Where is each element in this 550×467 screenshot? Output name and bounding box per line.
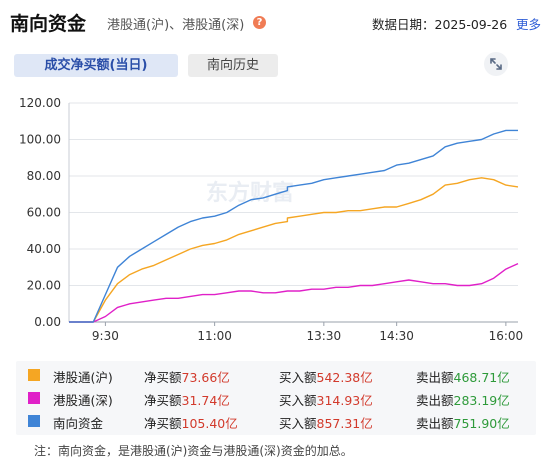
legend-swatch — [28, 392, 40, 404]
legend-name: 南向资金 — [53, 416, 104, 431]
y-tick-label: 20.00 — [27, 279, 61, 293]
y-tick-label: 80.00 — [27, 169, 61, 183]
buy-label: 买入额 — [279, 370, 317, 385]
legend-sell: 卖出额283.19亿 — [416, 390, 510, 409]
legend-name: 港股通(深) — [53, 393, 113, 408]
net-value: 31.74亿 — [181, 393, 230, 408]
more-link[interactable]: 更多 — [516, 17, 542, 32]
tab-history[interactable]: 南向历史 — [188, 54, 278, 77]
series-line — [69, 177, 519, 323]
sell-value: 751.90亿 — [453, 416, 510, 431]
y-tick-label: 60.00 — [27, 206, 61, 220]
legend-net: 净买额105.40亿 — [144, 413, 238, 432]
buy-value: 314.93亿 — [316, 393, 373, 408]
legend-net: 净买额31.74亿 — [144, 390, 230, 409]
legend-buy: 买入额857.31亿 — [279, 413, 373, 432]
question-icon[interactable]: ? — [253, 16, 266, 29]
net-label: 净买额 — [144, 416, 182, 431]
legend-name: 港股通(沪) — [53, 370, 113, 385]
legend-sell: 卖出额751.90亿 — [416, 413, 510, 432]
header: 南向资金 港股通(沪)、港股通(深) ? 数据日期：2025-09-26 更多 — [0, 0, 550, 46]
date-value: 2025-09-26 — [434, 17, 508, 32]
net-label: 净买额 — [144, 393, 182, 408]
buy-value: 542.38亿 — [316, 370, 373, 385]
sell-label: 卖出额 — [416, 393, 454, 408]
x-tick-label: 13:30 — [307, 329, 342, 343]
legend-buy: 买入额542.38亿 — [279, 367, 373, 386]
sell-value: 468.71亿 — [453, 370, 510, 385]
buy-label: 买入额 — [279, 393, 317, 408]
tab-net-buy-today[interactable]: 成交净买额(当日) — [14, 54, 178, 77]
series-line — [69, 129, 518, 323]
series-line — [69, 262, 519, 323]
buy-label: 买入额 — [279, 416, 317, 431]
date-label: 数据日期： — [372, 17, 435, 32]
legend-row: 港股通(沪) 净买额73.66亿 买入额542.38亿 卖出额468.71亿 — [16, 364, 536, 386]
legend-swatch — [28, 369, 40, 381]
buy-value: 857.31亿 — [316, 416, 373, 431]
legend-table: 港股通(沪) 净买额73.66亿 买入额542.38亿 卖出额468.71亿 港… — [16, 361, 536, 435]
expand-icon[interactable] — [484, 52, 508, 76]
x-tick-label: 11:00 — [197, 329, 232, 343]
y-tick-label: 40.00 — [27, 242, 61, 256]
y-tick-label: 0.00 — [34, 315, 61, 329]
sell-value: 283.19亿 — [453, 393, 510, 408]
net-buy-chart: 0.00 20.00 40.00 60.00 80.00 100.00 120.00 9:3… — [19, 96, 524, 343]
date-display: 数据日期：2025-09-26 — [372, 14, 507, 33]
legend-net: 净买额73.66亿 — [144, 367, 230, 386]
footnote: 注：南向资金，是港股通(沪)资金与港股通(深)资金的加总。 — [34, 444, 353, 458]
legend-row: 南向资金 净买额105.40亿 买入额857.31亿 卖出额751.90亿 — [16, 410, 536, 432]
legend-swatch — [28, 415, 40, 427]
x-tick-label: 9:30 — [92, 329, 119, 343]
net-value: 73.66亿 — [181, 370, 230, 385]
page-title: 南向资金 — [10, 13, 87, 35]
y-tick-label: 120.00 — [19, 96, 61, 110]
x-tick-label: 14:30 — [379, 329, 414, 343]
legend-row: 港股通(深) 净买额31.74亿 买入额314.93亿 卖出额283.19亿 — [16, 387, 536, 409]
y-tick-label: 100.00 — [19, 133, 61, 147]
net-label: 净买额 — [144, 370, 182, 385]
legend-sell: 卖出额468.71亿 — [416, 367, 510, 386]
net-value: 105.40亿 — [181, 416, 238, 431]
page-subtitle: 港股通(沪)、港股通(深) — [107, 18, 245, 33]
x-tick-label: 16:00 — [489, 329, 524, 343]
sell-label: 卖出额 — [416, 370, 454, 385]
sell-label: 卖出额 — [416, 416, 454, 431]
legend-buy: 买入额314.93亿 — [279, 390, 373, 409]
